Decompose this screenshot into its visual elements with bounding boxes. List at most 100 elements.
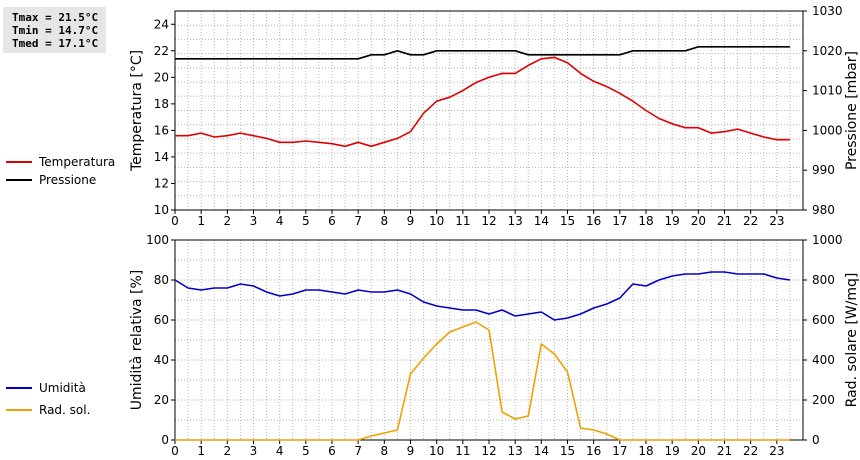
y-tick-label: 24 [154,17,169,31]
x-tick-label: 9 [407,444,415,458]
x-tick-label: 8 [381,214,389,228]
x-tick-label: 13 [508,214,523,228]
x-tick-label: 17 [612,214,627,228]
series-line-temperatura [175,56,790,148]
y2-tick-label: 600 [812,313,835,327]
y2-tick-label: 1000 [812,123,843,137]
legend-label-pressione: Pressione [39,173,97,187]
y-axis-title: Umidità relativa [%] [129,270,145,411]
x-tick-label: 21 [717,214,732,228]
x-tick-label: 4 [276,214,284,228]
y2-tick-label: 800 [812,273,835,287]
legend-label-temperatura: Temperatura [39,155,116,169]
y2-tick-label: 200 [812,393,835,407]
series-line-umidit [174,271,791,321]
x-tick-label: 7 [354,214,362,228]
x-tick-label: 5 [302,214,310,228]
x-tick-label: 19 [665,444,680,458]
y2-tick-label: 1010 [812,84,843,98]
x-tick-label: 19 [665,214,680,228]
legend-swatch-radsol [6,409,32,411]
y2-tick-label: 990 [812,163,835,177]
legend-pressione: Pressione [6,173,96,187]
x-tick-label: 0 [171,444,179,458]
y-tick-label: 100 [146,233,169,247]
x-tick-label: 2 [224,444,232,458]
y-axis-title: Temperatura [°C] [129,50,145,172]
chart-panel-2: 0 1 2 3 4 5 6 7 8 9 10 11 12 13 14 15 16 17 18 19 20 21 22 2302… [129,233,860,458]
x-tick-label: 18 [638,444,653,458]
tmed-text: Tmed = 17.1°C [12,37,99,50]
x-tick-label: 17 [612,444,627,458]
y2-tick-label: 980 [812,203,835,217]
y2-tick-label: 1000 [812,233,843,247]
y-tick-label: 0 [161,433,169,447]
x-tick-label: 23 [769,444,784,458]
y-tick-label: 60 [154,313,169,327]
x-tick-label: 14 [534,444,549,458]
legend-radsol: Rad. sol. [6,403,90,417]
x-tick-label: 10 [429,214,444,228]
stats-box: Tmax = 21.5°C Tmin = 14.7°C Tmed = 17.1°… [3,7,106,53]
x-tick-label: 15 [560,214,575,228]
y-tick-label: 16 [154,123,169,137]
y2-tick-label: 0 [812,433,820,447]
legend-swatch-temperatura [6,161,32,163]
x-tick-label: 20 [691,444,706,458]
legend-temperatura: Temperatura [6,155,115,169]
x-tick-label: 15 [560,444,575,458]
x-tick-label: 10 [429,444,444,458]
y-tick-label: 22 [154,44,169,58]
y-tick-label: 14 [154,150,169,164]
x-tick-label: 20 [691,214,706,228]
x-tick-label: 0 [171,214,179,228]
legend-label-umidita: Umidità [39,381,86,395]
x-tick-label: 4 [276,444,284,458]
x-tick-label: 6 [328,444,336,458]
x-tick-label: 2 [224,214,232,228]
y-tick-label: 12 [154,176,169,190]
legend-label-radsol: Rad. sol. [39,403,91,417]
x-tick-label: 12 [481,444,496,458]
y-tick-label: 20 [154,70,169,84]
x-tick-label: 16 [586,214,601,228]
x-tick-label: 3 [250,444,258,458]
x-tick-label: 1 [197,444,205,458]
x-tick-label: 5 [302,444,310,458]
legend-swatch-pressione [6,179,32,181]
x-tick-label: 7 [354,444,362,458]
tmax-text: Tmax = 21.5°C [12,11,99,24]
x-tick-label: 16 [586,444,601,458]
y-tick-label: 40 [154,353,169,367]
x-tick-label: 1 [197,214,205,228]
x-tick-label: 14 [534,214,549,228]
x-tick-label: 12 [481,214,496,228]
chart-panel-1: 0 1 2 3 4 5 6 7 8 9 10 11 12 13 14 15 16 17 18 19 20 21 22 2310… [129,4,860,228]
x-tick-label: 3 [250,214,258,228]
x-tick-label: 13 [508,444,523,458]
y-tick-label: 20 [154,393,169,407]
x-tick-label: 22 [743,444,758,458]
x-tick-label: 22 [743,214,758,228]
y2-tick-label: 1030 [812,4,843,18]
x-tick-label: 11 [455,444,470,458]
y2-tick-label: 400 [812,353,835,367]
x-tick-label: 8 [381,444,389,458]
x-tick-label: 9 [407,214,415,228]
x-tick-label: 11 [455,214,470,228]
y2-axis-title: Pressione [mbar] [844,51,860,170]
y-tick-label: 18 [154,97,169,111]
legend-swatch-umidita [6,387,32,389]
tmin-text: Tmin = 14.7°C [12,24,99,37]
y-tick-label: 10 [154,203,169,217]
y2-axis-title: Rad. solare [W/mq] [844,273,860,408]
y-tick-label: 80 [154,273,169,287]
y2-tick-label: 1020 [812,44,843,58]
legend-umidita: Umidità [6,381,86,395]
series-line-pressione [175,45,790,60]
series-line-rad-sol [175,321,790,441]
x-tick-label: 18 [638,214,653,228]
x-tick-label: 21 [717,444,732,458]
x-tick-label: 23 [769,214,784,228]
